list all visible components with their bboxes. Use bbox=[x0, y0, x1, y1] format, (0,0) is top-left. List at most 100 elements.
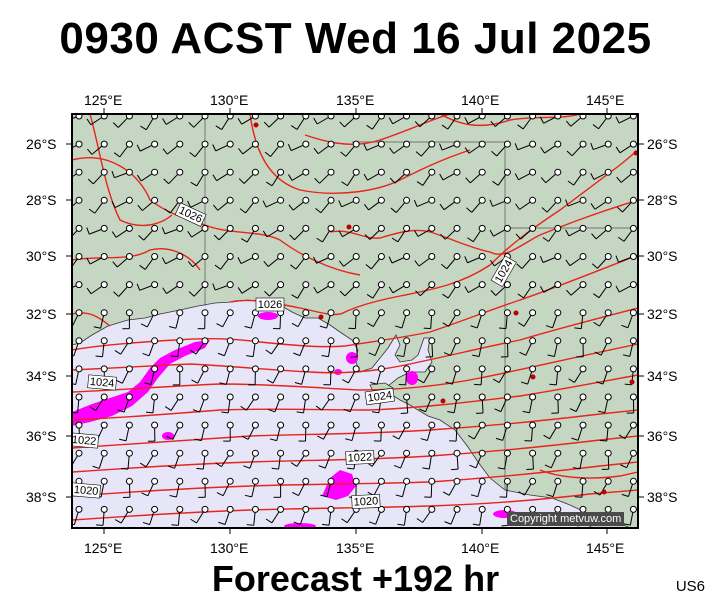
grid-point bbox=[503, 393, 511, 401]
grid-point bbox=[302, 114, 310, 120]
grid-point bbox=[428, 505, 436, 513]
grid-point bbox=[579, 309, 587, 317]
wind-barb-flag bbox=[489, 259, 495, 267]
wind-barb-flag bbox=[566, 289, 572, 296]
wind-barb-flag bbox=[62, 145, 65, 151]
lat-label: 26°S bbox=[26, 136, 57, 152]
grid-point bbox=[403, 477, 411, 485]
grid-point bbox=[403, 505, 411, 513]
grid-point bbox=[75, 449, 83, 457]
grid-point bbox=[352, 393, 360, 401]
wind-barb-flag bbox=[616, 176, 622, 183]
wind-barb-flag bbox=[441, 124, 449, 130]
lat-label: 32°S bbox=[26, 306, 57, 322]
wind-barb-flag bbox=[363, 173, 368, 181]
grid-point bbox=[125, 168, 133, 176]
wind-barb-flag bbox=[212, 174, 218, 181]
grid-point bbox=[428, 421, 436, 429]
grid-point bbox=[226, 393, 234, 401]
wind-barb-flag bbox=[339, 121, 345, 128]
wind-barb-flag bbox=[443, 352, 451, 356]
lat-label: 32°S bbox=[647, 306, 678, 322]
grid-point bbox=[151, 281, 159, 289]
wind-barb-flag bbox=[547, 354, 555, 357]
grid-point bbox=[251, 477, 259, 485]
grid-point bbox=[478, 309, 486, 317]
wind-barb-flag bbox=[190, 181, 198, 187]
wind-barb-flag bbox=[489, 199, 494, 207]
wind-barb-flag bbox=[497, 467, 505, 470]
grid-point bbox=[251, 224, 259, 232]
wind-barb-flag bbox=[469, 464, 477, 469]
map-title: 0930 ACST Wed 16 Jul 2025 bbox=[59, 14, 652, 63]
wind-barb-flag bbox=[618, 236, 625, 242]
grid-point bbox=[554, 477, 562, 485]
grid-point bbox=[377, 281, 385, 289]
grid-point bbox=[75, 393, 83, 401]
wind-barb-flag bbox=[268, 408, 276, 413]
wind-barb-flag bbox=[316, 237, 323, 243]
grid-point bbox=[352, 253, 360, 260]
grid-point bbox=[554, 421, 562, 429]
wind-barb-flag bbox=[397, 523, 405, 526]
grid-point bbox=[478, 140, 486, 148]
grid-point bbox=[125, 309, 133, 317]
grid-point bbox=[478, 196, 486, 204]
grid-point bbox=[377, 114, 385, 120]
grid-point bbox=[226, 196, 234, 204]
wind-barb-flag bbox=[139, 264, 146, 270]
wind-barb-flag bbox=[86, 227, 90, 235]
wind-barb-flag bbox=[271, 467, 279, 470]
wind-barb-flag bbox=[213, 234, 220, 241]
wind-barb-flag bbox=[622, 354, 630, 357]
wind-barb-flag bbox=[291, 322, 299, 328]
grid-point bbox=[629, 421, 637, 429]
wind-barb-flag bbox=[62, 175, 66, 181]
grid-point bbox=[604, 140, 612, 148]
grid-point bbox=[529, 114, 537, 120]
grid-point bbox=[579, 365, 587, 373]
wind-barb-flag bbox=[65, 463, 71, 467]
wind-barb-flag bbox=[86, 287, 92, 295]
grid-point bbox=[403, 281, 411, 289]
wind-barb-flag bbox=[439, 203, 445, 210]
grid-point bbox=[478, 365, 486, 373]
wind-barb-flag bbox=[395, 494, 403, 498]
grid-point bbox=[302, 477, 310, 485]
grid-point bbox=[100, 114, 108, 120]
grid-point bbox=[100, 477, 108, 485]
grid-point bbox=[428, 449, 436, 457]
grid-point bbox=[403, 449, 411, 457]
wind-barb-flag bbox=[266, 379, 274, 384]
wind-barb-flag bbox=[470, 494, 478, 498]
lon-label: 130°E bbox=[210, 540, 249, 556]
wind-barb-flag bbox=[317, 435, 324, 440]
wind-barb-flag bbox=[315, 405, 323, 411]
grid-point bbox=[100, 309, 108, 317]
wind-barb-flag bbox=[164, 208, 171, 214]
grid-point bbox=[251, 421, 259, 429]
wind-barb-flag bbox=[442, 491, 450, 496]
grid-point bbox=[604, 393, 612, 401]
wind-barb-flag bbox=[87, 178, 94, 185]
wind-barb-flag bbox=[240, 238, 248, 243]
grid-point bbox=[251, 253, 259, 260]
isobar-label: 1022 bbox=[71, 434, 96, 448]
wind-barb-flag bbox=[517, 293, 524, 299]
wind-barb-flag bbox=[164, 406, 172, 411]
grid-point bbox=[453, 393, 461, 401]
grid-point bbox=[403, 224, 411, 232]
wind-barb-flag bbox=[86, 257, 91, 265]
grid-point bbox=[529, 449, 537, 457]
wind-barb-flag bbox=[114, 349, 121, 355]
wind-barb-flag bbox=[265, 518, 273, 524]
wind-barb-flag bbox=[196, 467, 204, 470]
grid-point bbox=[151, 449, 159, 457]
wind-barb-flag bbox=[240, 405, 247, 411]
grid-point bbox=[529, 253, 537, 260]
wind-barb-flag bbox=[514, 173, 519, 180]
grid-point bbox=[554, 253, 562, 260]
wind-barb-flag bbox=[615, 116, 620, 124]
wind-barb-flag bbox=[391, 237, 399, 243]
wind-barb-flag bbox=[140, 125, 147, 131]
